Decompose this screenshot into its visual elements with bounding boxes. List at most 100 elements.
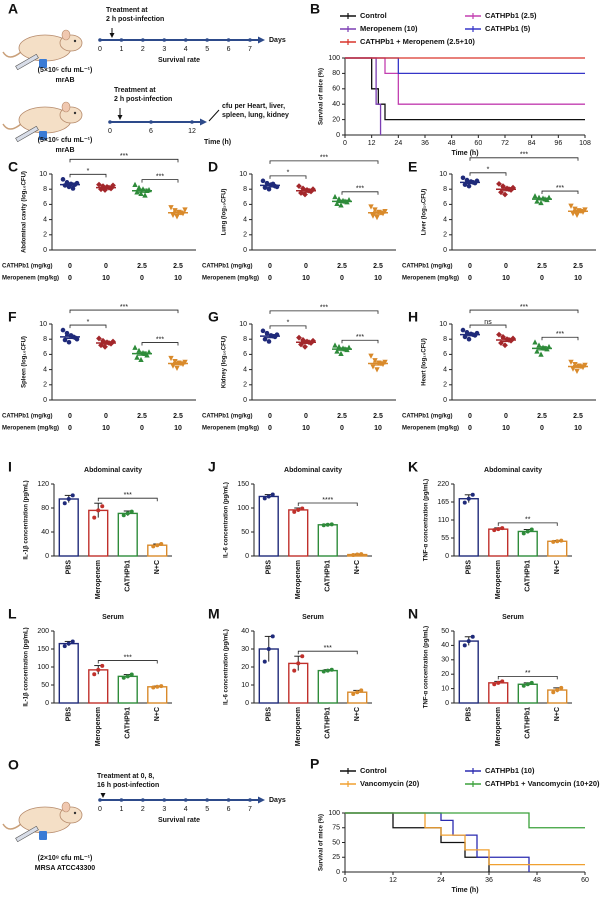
x-tick-label: 0 bbox=[68, 275, 72, 282]
row-label: CATHPb1 (mg/kg) bbox=[2, 264, 53, 270]
treatment-arrowhead bbox=[117, 115, 123, 120]
y-tick-label: 10 bbox=[441, 685, 449, 692]
data-point bbox=[60, 327, 66, 333]
significance-bracket bbox=[97, 660, 158, 664]
data-point bbox=[551, 539, 556, 544]
y-axis-label: IL-1β concentration (pg/mL) bbox=[24, 480, 30, 559]
data-point bbox=[559, 538, 564, 543]
x-tick-label: 10 bbox=[302, 275, 310, 282]
data-point bbox=[155, 543, 160, 548]
mouse-tail bbox=[2, 51, 22, 58]
survival-line bbox=[345, 812, 585, 829]
x-tick-label: 10 bbox=[102, 425, 110, 432]
x-tick-label: N+C bbox=[554, 707, 561, 721]
strain-text: MRSA ATCC43300 bbox=[35, 865, 96, 872]
x-tick-label: N+C bbox=[354, 560, 361, 574]
significance-bracket bbox=[341, 191, 379, 195]
data-point bbox=[466, 496, 471, 501]
data-point bbox=[168, 355, 174, 362]
y-axis-label: TNF-α concentration (pg/mL) bbox=[424, 626, 430, 708]
x-tick-label: 36 bbox=[421, 140, 429, 147]
timeline-unit: Days bbox=[269, 37, 286, 44]
data-point bbox=[321, 523, 326, 528]
y-tick-label: 50 bbox=[41, 682, 49, 689]
y-tick-label: 6 bbox=[243, 351, 247, 358]
data-point bbox=[66, 641, 71, 646]
x-tick-label: 0 bbox=[268, 263, 272, 270]
significance-label: * bbox=[287, 170, 290, 177]
panel-letter: F bbox=[8, 309, 17, 325]
timeline-caption: Survival rate bbox=[158, 817, 200, 824]
data-point bbox=[159, 542, 164, 546]
panel-letter: N bbox=[408, 606, 418, 622]
bar bbox=[317, 524, 338, 557]
data-point bbox=[372, 358, 378, 364]
significance-bracket bbox=[297, 650, 358, 655]
bar bbox=[117, 512, 138, 557]
y-tick-label: 25 bbox=[332, 854, 340, 861]
x-tick-label: 48 bbox=[533, 877, 541, 884]
data-point bbox=[100, 504, 105, 509]
significance-label: *** bbox=[556, 331, 564, 338]
y-tick-label: 10 bbox=[39, 321, 47, 328]
timeline-tick bbox=[248, 798, 252, 802]
data-point bbox=[559, 685, 564, 690]
data-point bbox=[574, 212, 580, 218]
mouse-ear bbox=[61, 801, 71, 813]
x-tick-label: 0 bbox=[468, 263, 472, 270]
chart-title: Serum bbox=[502, 614, 524, 621]
y-tick-label: 6 bbox=[243, 201, 247, 208]
data-point bbox=[359, 552, 364, 557]
y-axis-label: Lung (log₁₀CFU) bbox=[222, 189, 228, 236]
x-tick-label: 0 bbox=[468, 413, 472, 420]
data-point bbox=[359, 688, 364, 693]
x-axis-label: Time (h) bbox=[451, 150, 478, 157]
row-label: CATHPb1 (mg/kg) bbox=[202, 264, 253, 270]
timeline-label: 6 bbox=[227, 806, 231, 813]
bar bbox=[517, 530, 538, 557]
significance-label: * bbox=[87, 319, 90, 326]
outcome-arrow bbox=[208, 109, 220, 122]
timeline-tick bbox=[226, 798, 231, 802]
data-point bbox=[382, 208, 388, 215]
y-tick-label: 2 bbox=[443, 382, 447, 389]
panel-letter: A bbox=[8, 1, 18, 17]
y-tick-label: 30 bbox=[441, 657, 449, 664]
x-tick-label: 10 bbox=[302, 425, 310, 432]
data-point bbox=[470, 634, 475, 639]
data-point bbox=[62, 183, 68, 188]
data-point bbox=[182, 207, 188, 213]
panel-letter: E bbox=[408, 159, 417, 175]
data-point bbox=[496, 180, 502, 187]
data-point bbox=[121, 675, 126, 680]
inoculum-text: (5×10⁵ cfu mL⁻¹) bbox=[38, 67, 93, 74]
y-axis-label: Liver (log₁₀CFU) bbox=[422, 189, 428, 236]
timeline-tick bbox=[162, 798, 167, 802]
y-tick-label: 8 bbox=[443, 186, 447, 193]
x-tick-label: 2.5 bbox=[137, 413, 147, 420]
significance-bracket bbox=[469, 172, 507, 176]
y-tick-label: 2 bbox=[443, 232, 447, 239]
x-tick-label: Meropenem bbox=[295, 707, 302, 746]
y-axis-label: Spleen (log₁₀CFU) bbox=[22, 336, 28, 388]
significance-bracket bbox=[469, 309, 579, 314]
y-tick-label: 0 bbox=[445, 553, 449, 560]
data-point bbox=[496, 331, 502, 338]
data-point bbox=[572, 206, 578, 212]
data-point bbox=[62, 501, 67, 506]
significance-bracket bbox=[269, 175, 307, 179]
mouse-tail bbox=[2, 123, 22, 130]
significance-label: **** bbox=[322, 497, 333, 504]
legend-label: CATHPb1 + Vancomycin (10+20) bbox=[485, 779, 600, 788]
significance-label: ** bbox=[525, 517, 531, 524]
significance-bracket bbox=[297, 502, 358, 506]
data-point bbox=[355, 690, 360, 695]
timeline-label: 6 bbox=[227, 46, 231, 53]
data-point bbox=[466, 639, 471, 644]
timeline-caption: Survival rate bbox=[158, 57, 200, 64]
significance-bracket bbox=[497, 522, 558, 526]
timeline-label: 3 bbox=[162, 806, 166, 813]
y-tick-label: 8 bbox=[243, 186, 247, 193]
data-point bbox=[582, 362, 588, 368]
significance-label: *** bbox=[320, 155, 328, 162]
